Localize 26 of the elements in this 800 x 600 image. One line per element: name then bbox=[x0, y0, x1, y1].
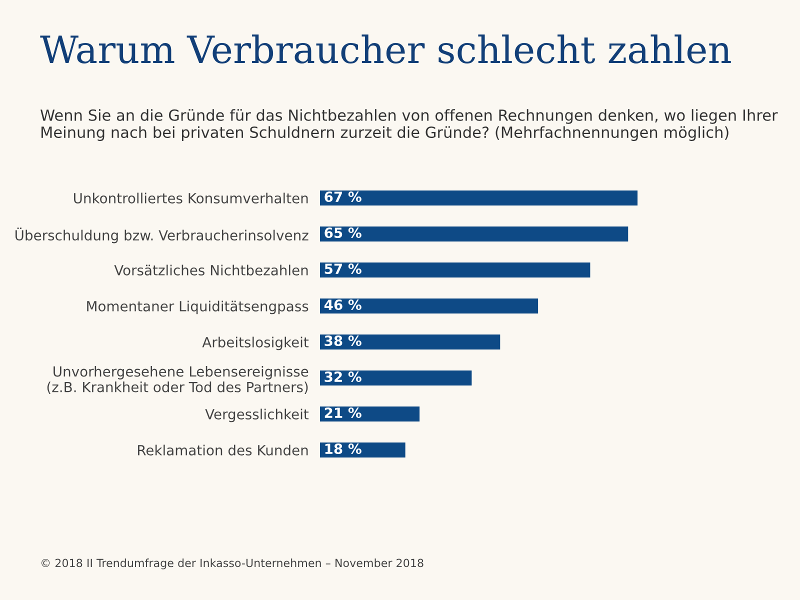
text: © 2018 II Trendumfrage der Inkasso-Unternehmen – November 2018 bbox=[42, 558, 424, 570]
bar bbox=[320, 190, 638, 206]
data-label: 57 % bbox=[324, 264, 362, 274]
bar bbox=[320, 334, 500, 350]
bar bbox=[320, 370, 472, 386]
y-tick-label: Unkontrolliertes Konsumverhalten bbox=[74, 192, 308, 204]
chart-subtitle: Wenn Sie an die Gründe für das Nichtbezahlen von offenen Rechnungen denken, wo liegen Ihrer Meinung nach bei privaten Schuldnern zurzeit die Gründe? (Mehrfachnennungen möglich) bbox=[40, 109, 778, 141]
bar bbox=[320, 262, 590, 278]
data-label: 65 % bbox=[324, 228, 362, 238]
bar bbox=[320, 226, 628, 242]
bar bbox=[320, 298, 538, 314]
y-tick-label: Vorsätzliches Nichtbezahlen bbox=[114, 264, 308, 276]
data-label: 38 % bbox=[324, 336, 362, 346]
y-tick-label: Momentaner Liquiditätsengpass bbox=[87, 300, 308, 314]
y-tick-label: Vergesslichkeit bbox=[205, 408, 309, 422]
chart-title: Warum Verbraucher schlecht zahlen bbox=[40, 34, 731, 64]
y-tick-label: Unvorhergesehene Lebensereignisse (z.B. Krankheit oder Tod des Partners) bbox=[47, 366, 308, 394]
data-label: 21 % bbox=[324, 408, 362, 418]
y-tick-label: Arbeitslosigkeit bbox=[202, 336, 309, 350]
y-tick-label: Reklamation des Kunden bbox=[138, 444, 308, 456]
y-tick-label: Überschuldung bzw. Verbraucherinsolvenz bbox=[16, 228, 308, 244]
data-label: 18 % bbox=[325, 444, 362, 454]
data-label: 46 % bbox=[324, 300, 362, 310]
data-label: 67 % bbox=[324, 192, 362, 202]
bar bbox=[320, 406, 420, 422]
data-label: 32 % bbox=[324, 372, 362, 382]
